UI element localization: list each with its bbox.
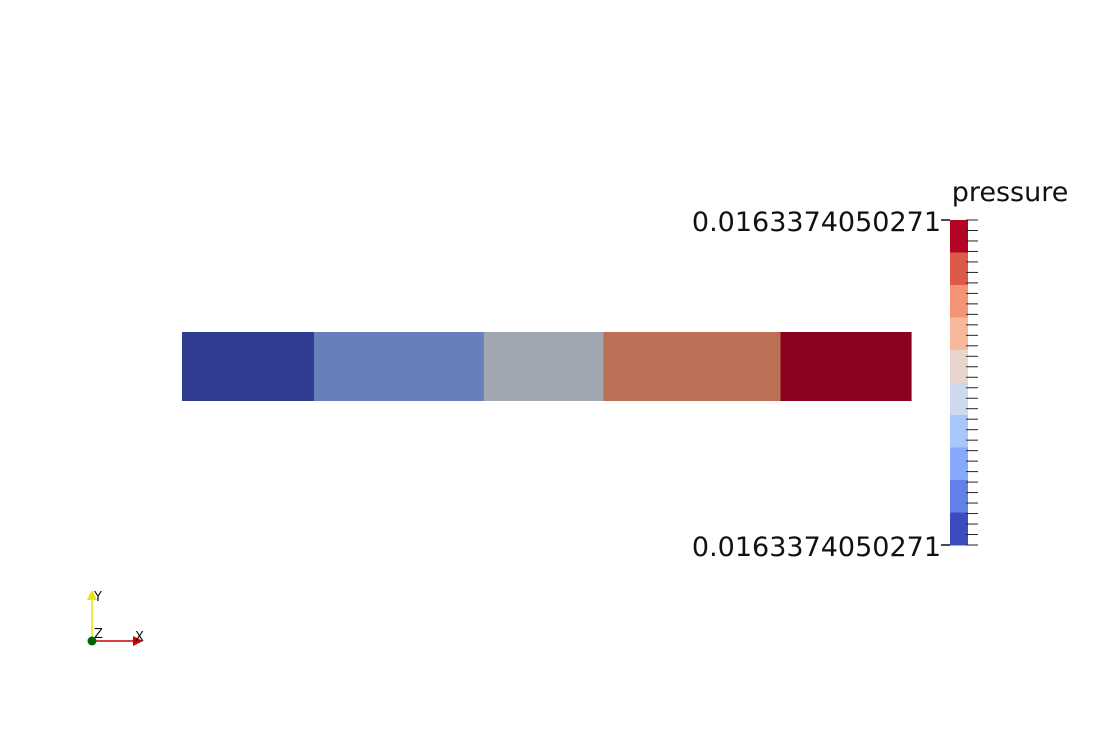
pipe-segment-2 xyxy=(313,332,485,401)
colorbar-ticks xyxy=(966,219,978,546)
color-legend[interactable]: pressure 0.0163374050271 0.0163374050271 xyxy=(692,177,1068,563)
pipe-object[interactable] xyxy=(182,332,912,401)
colorbar-swatch-7 xyxy=(950,415,968,448)
y-axis-arrow-icon xyxy=(87,590,97,600)
pipe-segment-1 xyxy=(182,332,315,401)
colorbar-swatch-5 xyxy=(950,350,968,383)
z-axis-dot-icon xyxy=(87,636,97,646)
colorbar-swatch-4 xyxy=(950,317,968,351)
colorbar-swatch-2 xyxy=(950,252,968,286)
colorbar-swatch-3 xyxy=(950,285,968,318)
pipe-segment-5 xyxy=(780,332,912,401)
colorbar-max-label: 0.0163374050271 xyxy=(692,207,941,238)
colorbar-swatches xyxy=(950,220,968,546)
colorbar-swatch-1 xyxy=(950,220,968,253)
x-axis-label: X xyxy=(135,630,144,645)
colorbar-min-label: 0.0163374050271 xyxy=(692,532,941,563)
pipe-segment-4 xyxy=(603,332,782,401)
colorbar-title: pressure xyxy=(952,177,1069,208)
z-axis-label: Z xyxy=(94,627,103,642)
orientation-axes[interactable]: X Y Z xyxy=(87,590,144,646)
x-axis-arrow-icon xyxy=(133,636,143,646)
colorbar-swatch-6 xyxy=(950,382,968,416)
colorbar-swatch-9 xyxy=(950,480,968,513)
colorbar-swatch-10 xyxy=(950,512,968,546)
y-axis-label: Y xyxy=(93,590,102,605)
pipe-segment-3 xyxy=(483,332,604,401)
colorbar-swatch-8 xyxy=(950,447,968,481)
